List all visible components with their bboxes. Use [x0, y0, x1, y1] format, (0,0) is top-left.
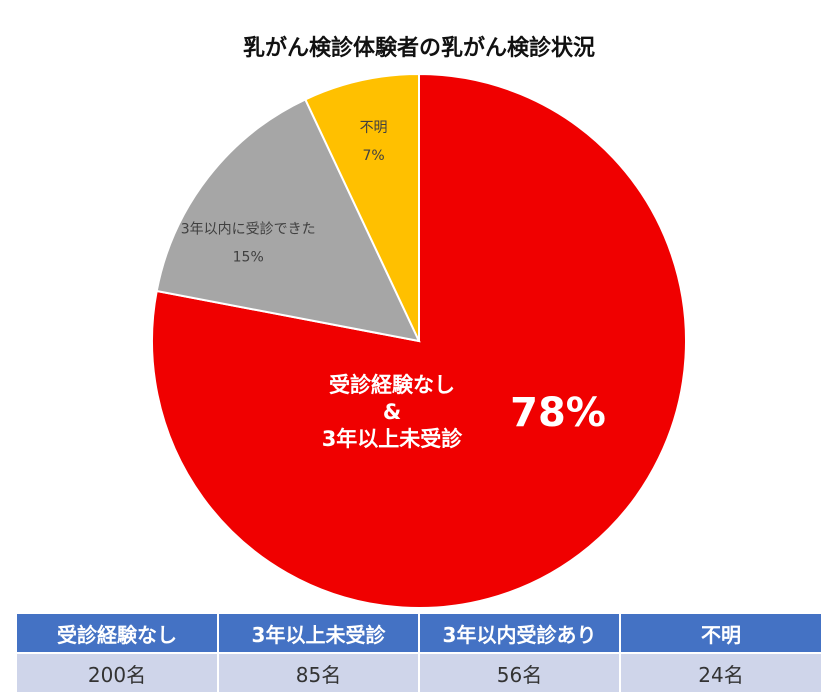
- slice-category-label: &: [383, 400, 401, 424]
- summary-table: 受診経験なし 3年以上未受診 3年以内受診あり 不明 200名 85名 56名 …: [17, 614, 821, 692]
- slice-category-label: 受診経験なし: [329, 373, 455, 397]
- table-cell: 200名: [17, 652, 219, 692]
- slice-category-label: 3年以上未受診: [322, 427, 464, 451]
- slice-percent-label: 15%: [233, 250, 264, 266]
- pie-chart: 受診経験なし & 3年以上未受診 78% 3年以内に受診できた 15% 不明 7%: [151, 72, 687, 609]
- slice-percent-label: 7%: [362, 148, 384, 164]
- table-header-cell: 3年以内受診あり: [419, 614, 621, 653]
- pie-slice: [303, 72, 420, 342]
- table-header-row: 受診経験なし 3年以上未受診 3年以内受診あり 不明: [17, 614, 821, 653]
- chart-title: 乳がん検診体験者の乳がん検診状況: [242, 36, 595, 61]
- table-cell: 24名: [620, 652, 821, 692]
- pie-slice: [155, 98, 421, 343]
- table-header-cell: 3年以上未受診: [218, 614, 420, 653]
- slice-category-label: 不明: [360, 120, 388, 136]
- table-header-cell: 受診経験なし: [17, 614, 219, 653]
- table-cell: 56名: [419, 652, 621, 692]
- slice-percent-label: 78%: [510, 390, 606, 436]
- table-header-cell: 不明: [620, 614, 821, 653]
- table-row: 200名 85名 56名 24名: [17, 652, 821, 692]
- table-cell: 85名: [218, 652, 420, 692]
- slice-category-label: 3年以内に受診できた: [181, 222, 316, 238]
